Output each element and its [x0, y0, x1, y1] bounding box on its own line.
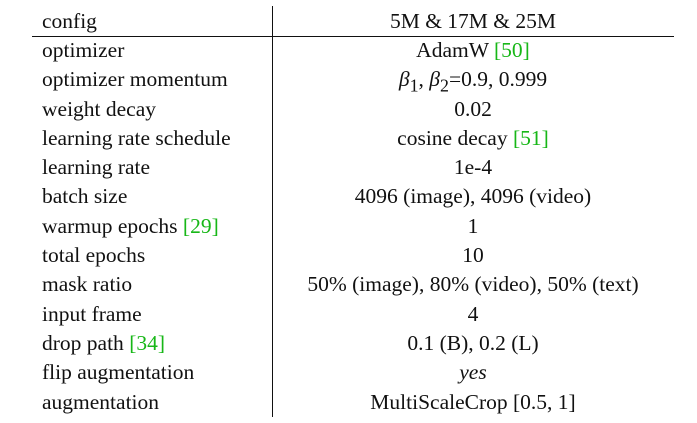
table-row-optimizer: optimizer AdamW [50] — [32, 36, 674, 65]
value-text: AdamW — [416, 38, 489, 62]
row-value: β1, β2=0.9, 0.999 — [272, 65, 674, 101]
row-value: yes — [459, 360, 487, 385]
beta1-subscript: 1 — [409, 75, 419, 96]
table-row-flip-augmentation: flip augmentation yes — [32, 358, 674, 387]
beta-separator: , — [418, 67, 430, 92]
row-config: weight decay — [42, 96, 157, 121]
beta1-symbol: β — [398, 67, 410, 92]
citation-link[interactable]: [50] — [494, 38, 530, 62]
row-value: 4 — [467, 301, 479, 326]
header-rule — [32, 36, 674, 37]
row-value: 0.02 — [454, 96, 492, 121]
table-row-learning-rate: learning rate 1e-4 — [32, 153, 674, 182]
row-config: mask ratio — [42, 272, 133, 297]
citation-link[interactable]: [34] — [129, 330, 166, 355]
table-row-optimizer-momentum: optimizer momentum β1, β2=0.9, 0.999 — [32, 65, 674, 95]
row-value: 50% (image), 80% (video), 50% (text) — [307, 272, 639, 297]
beta2-subscript: 2 — [440, 75, 449, 96]
row-value: 0.1 (B), 0.2 (L) — [407, 330, 539, 355]
row-config: optimizer — [42, 38, 125, 62]
value-text: =0.9, 0.999 — [448, 67, 548, 92]
table-row-total-epochs: total epochs 10 — [32, 241, 674, 270]
table-row-lr-schedule: learning rate schedule cosine decay [51] — [32, 124, 674, 153]
row-config: learning rate — [42, 155, 151, 180]
row-config: augmentation — [42, 389, 160, 414]
config-table: config 5M & 17M & 25M optimizer AdamW [5… — [32, 6, 674, 417]
table-header-row: config 5M & 17M & 25M — [32, 6, 674, 36]
table-row-input-frame: input frame 4 — [32, 300, 674, 329]
row-value: MultiScaleCrop [0.5, 1] — [370, 389, 576, 414]
table-row-batch-size: batch size 4096 (image), 4096 (video) — [32, 182, 674, 211]
row-value: cosine decay [51] — [272, 124, 674, 153]
row-config: input frame — [42, 301, 142, 326]
citation-link[interactable]: [51] — [512, 125, 549, 150]
table-row-augmentation: augmentation MultiScaleCrop [0.5, 1] — [32, 388, 674, 417]
config-text: drop path — [42, 330, 124, 355]
column-divider — [272, 6, 273, 417]
row-value: 4096 (image), 4096 (video) — [354, 184, 592, 209]
row-config: optimizer momentum — [42, 67, 228, 92]
row-config: drop path [34] — [42, 329, 165, 358]
header-config: config — [42, 9, 97, 33]
row-config: flip augmentation — [42, 360, 195, 385]
citation-link[interactable]: [29] — [182, 213, 219, 238]
row-value: 10 — [462, 243, 484, 268]
header-value: 5M & 17M & 25M — [389, 9, 557, 33]
table-row-weight-decay: weight decay 0.02 — [32, 95, 674, 124]
row-config: total epochs — [42, 243, 146, 268]
row-config: warmup epochs [29] — [42, 212, 219, 241]
table-row-warmup-epochs: warmup epochs [29] 1 — [32, 212, 674, 241]
value-text: cosine decay — [397, 125, 508, 150]
config-text: warmup epochs — [42, 213, 178, 238]
table-row-drop-path: drop path [34] 0.1 (B), 0.2 (L) — [32, 329, 674, 358]
row-value: 1 — [467, 213, 479, 238]
row-config: learning rate schedule — [42, 125, 231, 150]
table-row-mask-ratio: mask ratio 50% (image), 80% (video), 50%… — [32, 270, 674, 299]
row-value: 1e-4 — [453, 155, 493, 180]
beta2-symbol: β — [429, 67, 441, 92]
row-config: batch size — [42, 184, 128, 209]
row-value: AdamW [50] — [272, 36, 674, 65]
